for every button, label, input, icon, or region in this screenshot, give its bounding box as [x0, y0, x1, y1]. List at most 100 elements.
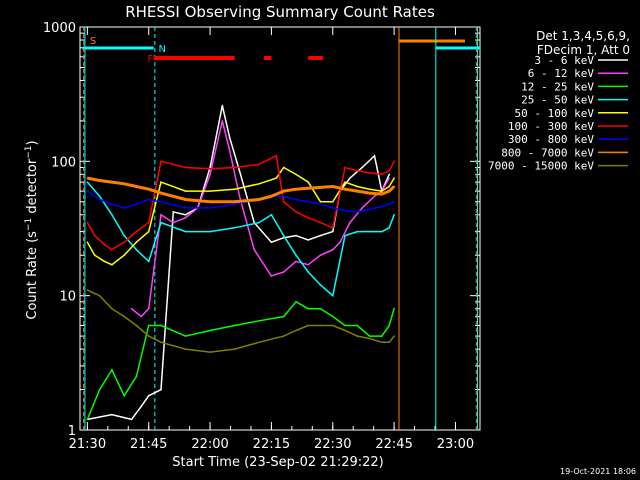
x-tick-label: 22:45: [375, 437, 412, 452]
data-point: [86, 181, 89, 183]
data-point: [238, 170, 241, 172]
legend-label: 12 - 25 keV: [521, 80, 594, 93]
data-point: [373, 154, 376, 157]
attenuator-label: S: [90, 36, 96, 47]
timestamp: 19-Oct-2021 18:06: [560, 467, 636, 476]
data-point: [147, 221, 150, 224]
data-point: [331, 248, 334, 251]
data-point: [253, 248, 256, 251]
data-point: [135, 248, 138, 251]
data-point: [393, 185, 395, 188]
data-point: [388, 190, 391, 192]
data-point: [388, 227, 391, 229]
data-point: [344, 324, 346, 327]
data-point: [381, 335, 383, 337]
data-point: [307, 239, 310, 241]
data-point: [307, 263, 310, 266]
data-point: [270, 213, 273, 216]
data-point: [233, 324, 236, 327]
data-point: [233, 203, 236, 205]
data-point: [356, 211, 359, 213]
data-point: [319, 324, 322, 327]
data-point: [209, 230, 211, 233]
data-point: [123, 254, 125, 257]
data-point: [135, 375, 138, 378]
data-point: [184, 198, 187, 201]
data-point: [209, 351, 211, 353]
data-point: [295, 234, 297, 237]
data-point: [282, 315, 285, 318]
data-point: [319, 234, 322, 237]
x-tick-label: 21:45: [130, 437, 167, 452]
data-point: [388, 203, 391, 205]
data-point: [319, 200, 322, 203]
data-point: [381, 190, 383, 192]
data-point: [111, 213, 113, 216]
x-axis: 21:30 21:45 22:00 22:15 22:30 22:45 23:00: [69, 27, 474, 452]
data-point: [93, 234, 96, 237]
data-point: [160, 221, 162, 224]
data-point: [228, 149, 231, 152]
series-line-6: [86, 154, 395, 251]
data-point: [270, 275, 273, 277]
data-point: [319, 203, 322, 205]
data-point: [356, 190, 359, 192]
data-point: [356, 185, 359, 188]
data-point: [135, 241, 138, 244]
data-point: [147, 394, 150, 397]
x-tick-label: 22:15: [253, 437, 290, 452]
data-point: [368, 188, 371, 191]
data-point: [147, 198, 150, 201]
x-tick-label: 22:30: [314, 437, 351, 452]
data-point: [319, 284, 322, 286]
data-point: [184, 213, 187, 216]
data-point: [160, 160, 162, 163]
data-point: [381, 173, 383, 176]
data-point: [209, 329, 211, 332]
data-point: [238, 195, 241, 198]
data-point: [388, 341, 391, 344]
data-point: [368, 230, 371, 233]
data-point: [319, 221, 322, 224]
data-point: [307, 324, 310, 327]
data-point: [160, 213, 162, 216]
data-point: [331, 324, 334, 327]
data-point: [209, 200, 211, 203]
data-point: [356, 170, 359, 172]
data-point: [344, 188, 346, 191]
data-point: [135, 203, 138, 205]
series-line-1: [87, 105, 390, 421]
data-point: [86, 190, 89, 192]
data-point: [331, 294, 334, 297]
annotations: S NF: [82, 27, 480, 430]
data-point: [130, 418, 133, 421]
data-point: [233, 348, 236, 350]
data-point: [209, 166, 211, 169]
data-point: [209, 173, 211, 176]
data-point: [233, 166, 236, 169]
data-point: [356, 324, 359, 327]
legend-label: 100 - 300 keV: [508, 120, 594, 133]
data-point: [130, 307, 133, 310]
data-point: [339, 241, 341, 244]
data-point: [331, 230, 334, 233]
data-point: [98, 294, 101, 297]
data-point: [356, 335, 359, 337]
series-line-2: [131, 120, 390, 318]
data-point: [295, 329, 297, 332]
data-point: [295, 173, 297, 176]
data-point: [140, 405, 143, 408]
legend-header: FDecim 1, Att 0: [537, 43, 630, 57]
data-point: [98, 198, 101, 201]
data-point: [307, 216, 310, 219]
data-point: [86, 221, 89, 224]
attenuator-label: N: [159, 44, 166, 55]
data-point: [368, 335, 371, 337]
data-point: [160, 388, 162, 391]
data-point: [184, 207, 187, 209]
data-point: [258, 183, 260, 185]
data-point: [381, 341, 383, 344]
data-point: [349, 177, 351, 179]
data-point: [373, 195, 376, 198]
